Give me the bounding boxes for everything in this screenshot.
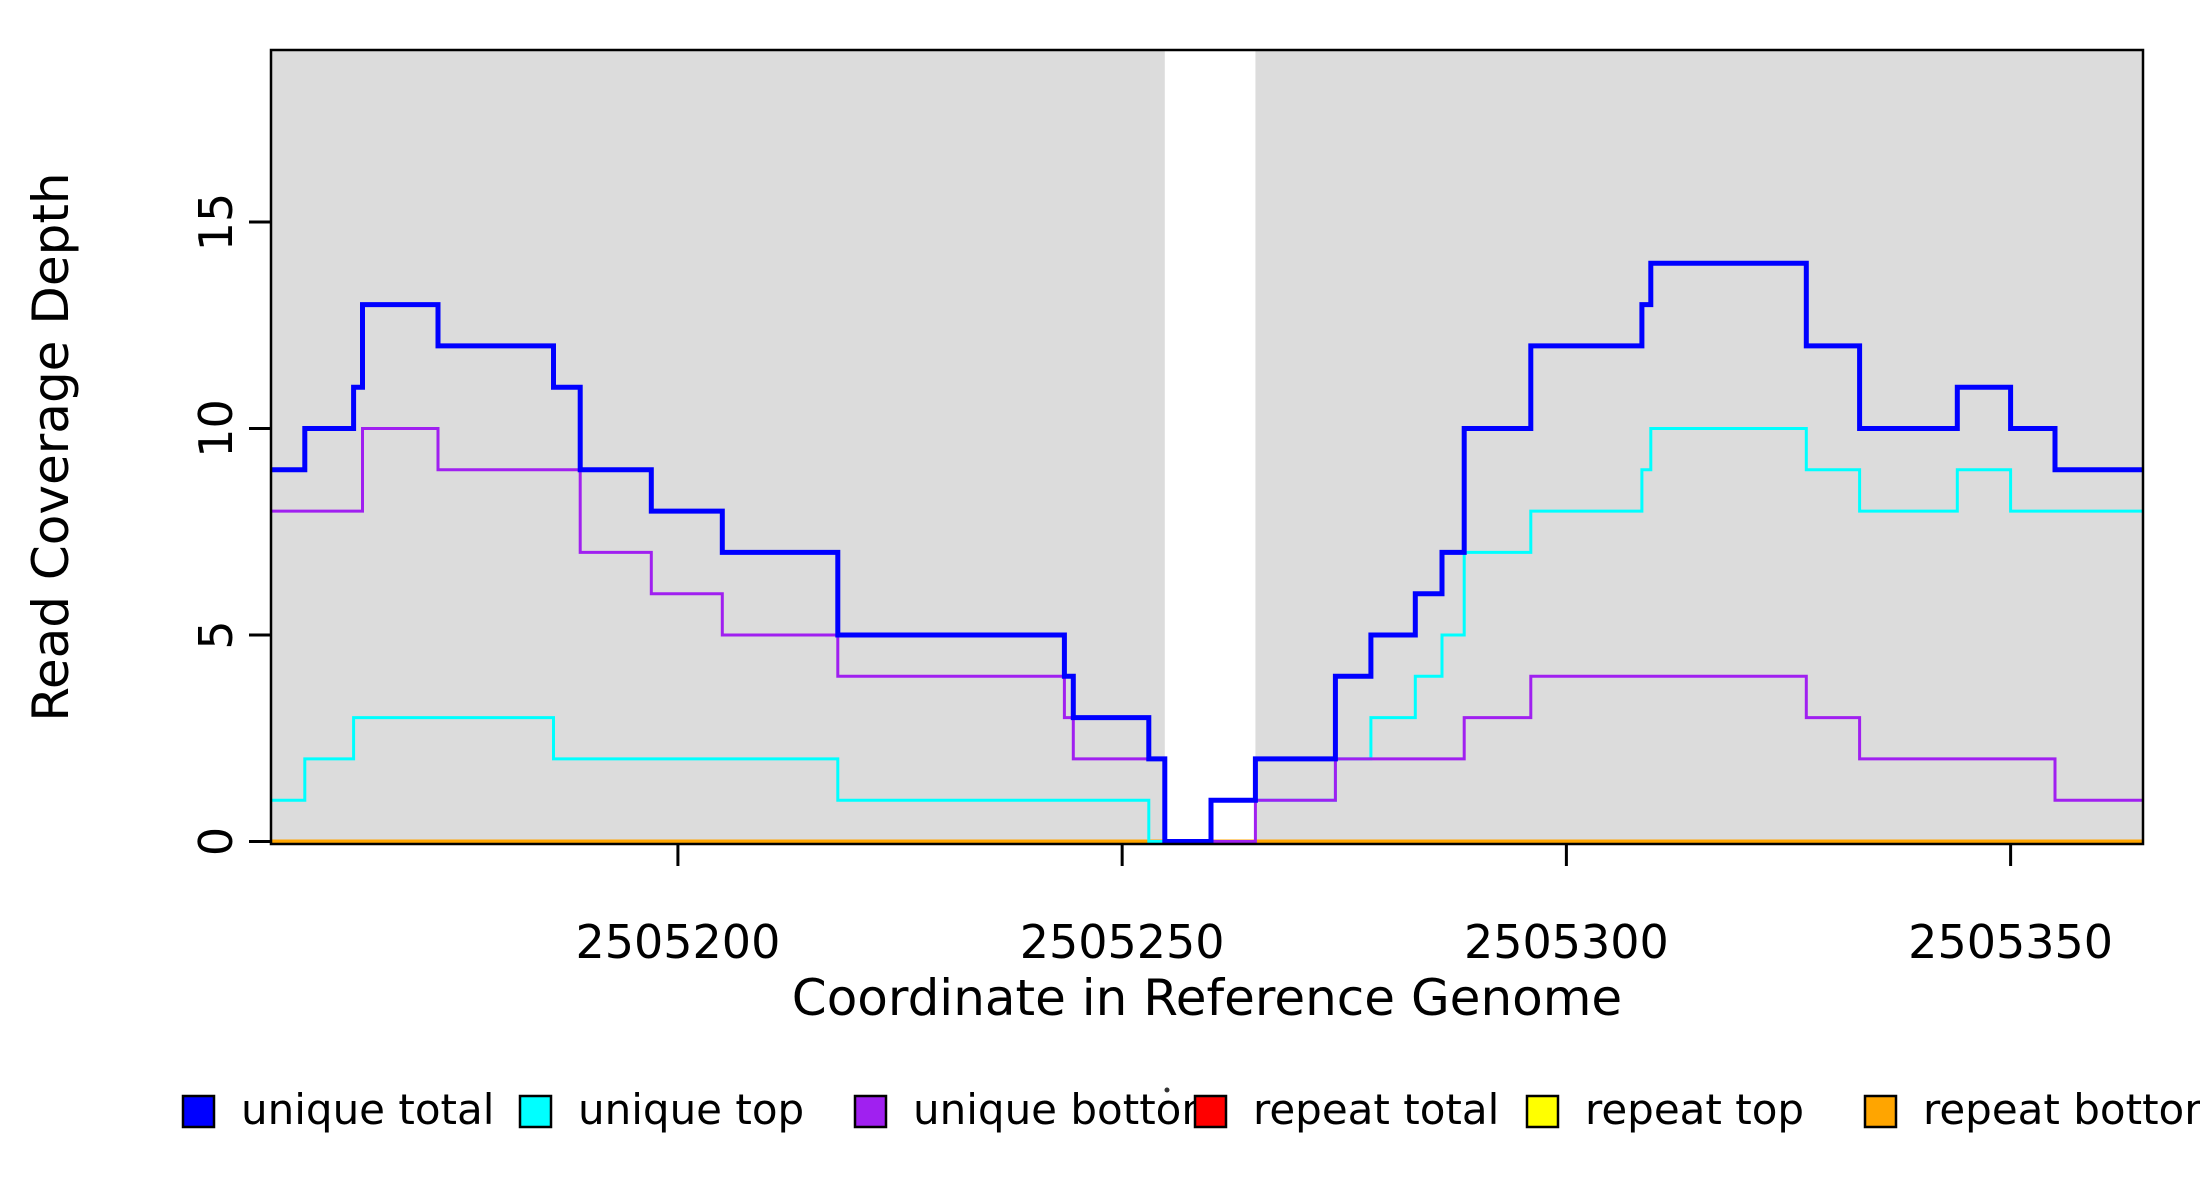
legend-label-unique-bottom: unique bottom	[913, 1085, 1222, 1134]
legend-swatch-unique-bottom	[853, 1094, 888, 1129]
y-tick-label-15: 15	[189, 193, 243, 252]
shaded-region-0	[271, 50, 1165, 844]
y-axis: 0 5 10 15	[189, 193, 271, 856]
legend-swatch-repeat-bottom	[1863, 1094, 1898, 1129]
y-tick-label-0: 0	[189, 827, 243, 856]
legend-item-unique-total: unique total	[181, 1085, 494, 1134]
shaded-region-1	[1255, 50, 2143, 844]
stray-dot	[1164, 1087, 1170, 1093]
x-axis-title: Coordinate in Reference Genome	[792, 969, 1622, 1027]
legend-item-unique-bottom: unique bottom	[853, 1085, 1222, 1134]
legend: unique total unique top unique bottom repea…	[181, 1085, 2200, 1134]
legend-label-unique-total: unique total	[241, 1085, 494, 1134]
y-tick-label-5: 5	[189, 620, 243, 649]
x-tick-label-2505300: 2505300	[1464, 915, 1669, 969]
legend-swatch-unique-top	[518, 1094, 553, 1129]
panel-border-box	[269, 48, 2145, 846]
series-line-unique-total	[271, 260, 2143, 844]
x-axis: 2505200 2505250 2505300 2505350	[575, 844, 2113, 969]
legend-item-unique-top: unique top	[518, 1085, 804, 1134]
legend-item-repeat-top: repeat top	[1525, 1085, 1804, 1134]
legend-label-unique-top: unique top	[578, 1085, 804, 1134]
series-lines	[271, 260, 2143, 844]
x-tick-label-2505250: 2505250	[1020, 915, 1225, 969]
legend-label-repeat-total: repeat total	[1253, 1085, 1499, 1134]
y-axis-title: Read Coverage Depth	[22, 172, 80, 721]
panel-border	[269, 48, 2145, 846]
x-tick-label-2505200: 2505200	[575, 915, 780, 969]
x-tick-label-2505350: 2505350	[1908, 915, 2113, 969]
legend-swatch-unique-total	[181, 1094, 216, 1129]
series-line-unique-bottom	[271, 427, 2143, 843]
legend-label-repeat-top: repeat top	[1585, 1085, 1804, 1134]
stray-mark-dot	[1164, 1087, 1170, 1093]
legend-swatch-repeat-total	[1193, 1094, 1228, 1129]
legend-swatch-repeat-top	[1525, 1094, 1560, 1129]
legend-item-repeat-total: repeat total	[1193, 1085, 1499, 1134]
series-line-unique-top	[271, 427, 2143, 843]
legend-item-repeat-bottom: repeat bottom	[1863, 1085, 2200, 1134]
legend-label-repeat-bottom: repeat bottom	[1923, 1085, 2200, 1134]
plot-panel	[271, 50, 2143, 844]
y-tick-label-10: 10	[189, 399, 243, 458]
